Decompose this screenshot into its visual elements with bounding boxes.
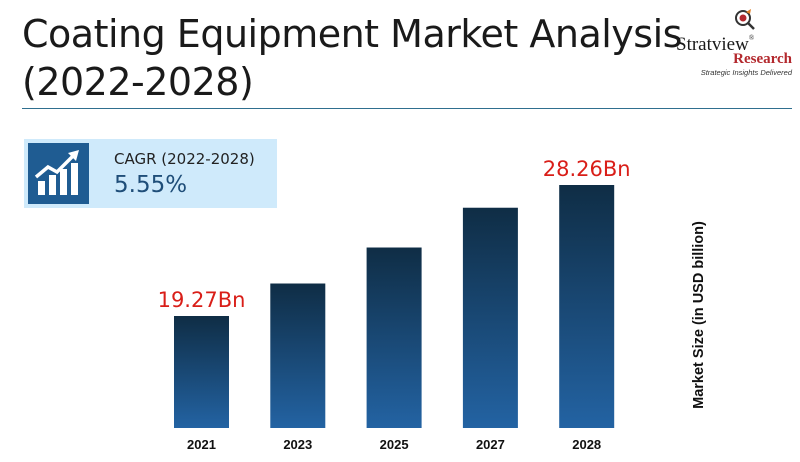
x-tick-2025: 2025: [380, 437, 409, 452]
title-line-1: Coating Equipment Market Analysis: [22, 12, 682, 56]
page-title: Coating Equipment Market Analysis (2022-…: [22, 10, 682, 106]
bar-2027: [462, 207, 518, 428]
cagr-label: CAGR (2022-2028): [114, 150, 255, 168]
title-divider: [22, 108, 792, 109]
cagr-card: CAGR (2022-2028) 5.55%: [24, 139, 277, 208]
logo-research: Research: [733, 51, 792, 67]
x-tick-2023: 2023: [283, 437, 312, 452]
title-line-2: (2022-2028): [22, 60, 254, 104]
logo-tagline: Strategic Insights Delivered: [700, 68, 792, 77]
x-tick-2027: 2027: [476, 437, 505, 452]
bar-2028: [559, 185, 615, 428]
bar-2023: [270, 283, 326, 428]
y-axis-label: Market Size (in USD billion): [691, 221, 707, 409]
x-tick-2028: 2028: [572, 437, 601, 452]
magnifier-logo-icon: [735, 9, 755, 30]
cagr-value: 5.55%: [114, 172, 188, 198]
data-label-2028: 28.26Bn: [543, 157, 631, 181]
x-tick-2021: 2021: [187, 437, 216, 452]
bar-2025: [366, 247, 422, 428]
growth-chart-icon: [34, 150, 79, 195]
bar-2021: [174, 316, 229, 428]
data-label-2021: 19.27Bn: [158, 288, 246, 312]
cagr-icon-box: [28, 143, 89, 204]
y-axis-label-text: Market Size (in USD billion): [691, 221, 707, 409]
stratview-logo: Stratview® Research Strategic Insights D…: [676, 8, 796, 80]
logo-name: Stratview®: [676, 34, 755, 55]
registered-mark: ®: [748, 34, 755, 42]
